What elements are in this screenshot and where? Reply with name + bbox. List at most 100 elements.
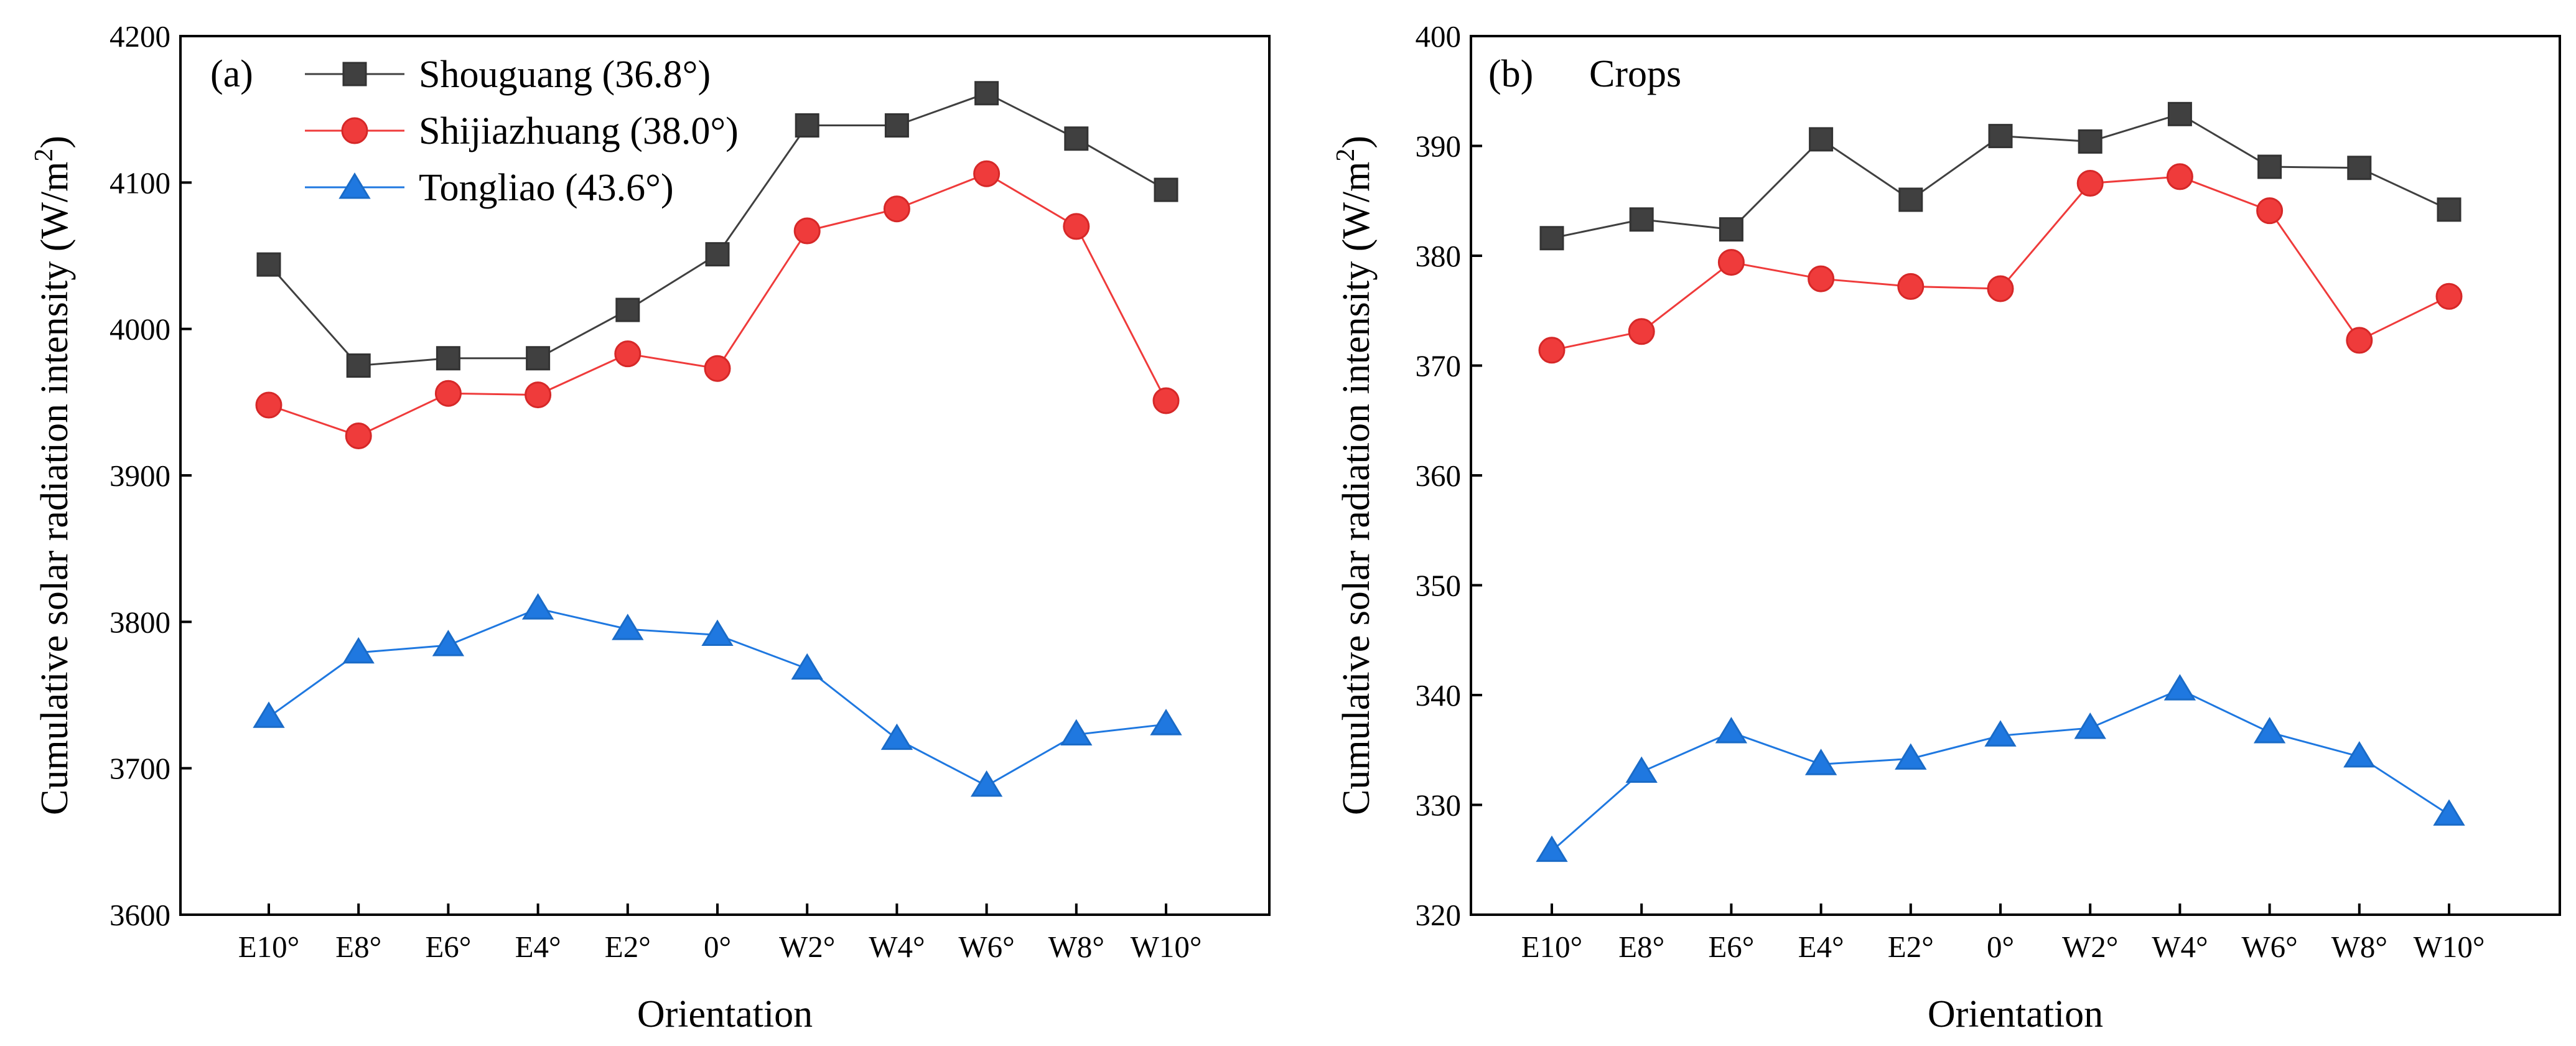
series-group-b <box>1536 101 2465 862</box>
y-axis-ticks-b: 320 330 340 350 360 370 380 390 400 <box>1416 19 1482 932</box>
data-point-shijiazhuang <box>434 380 462 407</box>
data-point-shijiazhuang <box>2076 170 2104 197</box>
series-line-shijiazhuang <box>1551 175 2450 352</box>
data-point-shouguang <box>1719 217 1743 242</box>
series-line-shijiazhuang <box>268 172 1167 437</box>
data-point-shouguang <box>2347 156 2372 180</box>
data-point-shouguang <box>256 252 281 277</box>
data-point-shijiazhuang <box>255 391 282 419</box>
y-axis-title-b-sup: 2 <box>1332 149 1360 162</box>
y-axis-ticks-a: 3600 3700 3800 3900 4000 4100 4200 <box>110 19 192 932</box>
data-point-shouguang <box>2257 154 2282 179</box>
data-point-shijiazhuang <box>345 422 372 449</box>
x-tick-label: E6° <box>425 930 471 964</box>
data-point-shouguang <box>2167 101 2192 126</box>
data-point-tongliao <box>1150 709 1182 735</box>
data-point-shijiazhuang <box>1808 265 1835 292</box>
data-point-shijiazhuang <box>883 195 910 223</box>
legend-item-shijiazhuang: Shijiazhuang (38.0°) <box>305 110 739 152</box>
data-point-tongliao <box>2163 674 2196 701</box>
data-point-shouguang <box>346 353 371 378</box>
x-tick-label: E6° <box>1708 930 1754 964</box>
x-tick-label: W10° <box>2414 930 2485 964</box>
panel-label-a: (a) <box>210 53 253 95</box>
data-point-shouguang <box>1154 177 1178 202</box>
y-tick-label: 3900 <box>110 459 170 493</box>
x-tick-label: W2° <box>779 930 835 964</box>
x-tick-label: E2° <box>1888 930 1934 964</box>
data-point-shouguang <box>436 346 460 371</box>
data-point-shijiazhuang <box>1717 249 1745 276</box>
data-point-tongliao <box>1060 719 1093 746</box>
plot-frame-b <box>1470 35 2561 916</box>
x-tick-label: E4° <box>1798 930 1844 964</box>
data-point-shijiazhuang <box>1538 337 1566 364</box>
y-axis-title-b-main: Cumulative solar radiation intensity (W/… <box>1335 162 1378 815</box>
y-tick-label: 3700 <box>110 752 170 786</box>
y-axis-title-b-close: ) <box>1335 136 1378 149</box>
y-tick-label: 350 <box>1416 569 1462 603</box>
data-point-shouguang <box>705 242 730 267</box>
data-point-shijiazhuang <box>2346 327 2373 354</box>
data-point-shouguang <box>615 297 640 322</box>
y-tick-label: 390 <box>1416 129 1462 164</box>
data-point-shouguang <box>526 346 551 371</box>
y-tick-label: 4200 <box>110 19 170 54</box>
panel-b: 320 330 340 350 360 370 380 390 400 E10° E8° E6° E4… <box>1332 19 2561 1035</box>
data-point-tongliao <box>253 701 285 728</box>
data-point-tongliao <box>970 770 1003 797</box>
legend-item-tongliao: Tongliao (43.6°) <box>305 167 674 209</box>
data-point-tongliao <box>432 630 465 656</box>
data-point-shouguang <box>1988 124 2013 149</box>
legend-marker-tongliao <box>338 172 371 199</box>
x-tick-label: 0° <box>1987 930 2014 964</box>
x-tick-label: E8° <box>335 930 381 964</box>
x-tick-label: E10° <box>1521 930 1583 964</box>
data-point-tongliao <box>1536 835 1568 862</box>
x-axis-title-b: Orientation <box>1928 993 2103 1035</box>
x-axis-ticks-a: E10° E8° E6° E4° E2° 0° W2° W4° W6° W8° W10° <box>238 904 1202 964</box>
y-tick-label: 330 <box>1416 788 1462 823</box>
y-tick-label: 400 <box>1416 19 1462 54</box>
data-point-tongliao <box>2433 799 2465 826</box>
x-tick-label: W4° <box>2152 930 2208 964</box>
data-point-shouguang <box>974 81 999 106</box>
data-point-tongliao <box>1804 749 1837 775</box>
legend-item-shouguang: Shouguang (36.8°) <box>305 54 711 96</box>
data-point-shijiazhuang <box>1897 273 1925 300</box>
x-tick-label: 0° <box>704 930 731 964</box>
y-tick-label: 370 <box>1416 349 1462 383</box>
data-point-shijiazhuang <box>2166 163 2193 190</box>
y-tick-label: 340 <box>1416 678 1462 712</box>
data-point-tongliao <box>1715 717 1748 744</box>
legend-marker-shijiazhuang <box>341 117 368 144</box>
x-tick-label: E10° <box>238 930 300 964</box>
x-tick-label: E4° <box>515 930 561 964</box>
y-tick-label: 360 <box>1416 459 1462 493</box>
series-line-tongliao <box>1551 688 2450 852</box>
data-point-shijiazhuang <box>1063 213 1090 240</box>
data-point-shijiazhuang <box>1987 275 2014 302</box>
y-axis-title-a-sup: 2 <box>30 149 58 162</box>
data-point-shijiazhuang <box>2256 197 2284 225</box>
y-tick-label: 3600 <box>110 898 170 932</box>
y-tick-label: 3800 <box>110 605 170 639</box>
legend-marker-shouguang <box>342 62 367 86</box>
data-point-tongliao <box>342 637 375 664</box>
legend-label-tongliao: Tongliao (43.6°) <box>419 167 674 209</box>
x-tick-label: W4° <box>869 930 925 964</box>
data-point-tongliao <box>791 653 823 680</box>
x-tick-label: W6° <box>2241 930 2297 964</box>
x-tick-label: W6° <box>958 930 1014 964</box>
y-axis-title-a-main: Cumulative solar radiation intensity (W/… <box>34 162 76 815</box>
data-point-shouguang <box>884 113 909 138</box>
data-point-tongliao <box>1984 720 2017 747</box>
panel-subtitle-b: Crops <box>1589 53 1681 95</box>
data-point-tongliao <box>1895 743 1927 770</box>
data-point-shijiazhuang <box>704 355 731 382</box>
data-point-shijiazhuang <box>2435 283 2463 310</box>
y-axis-title-a: Cumulative solar radiation intensity (W/… <box>30 136 76 815</box>
